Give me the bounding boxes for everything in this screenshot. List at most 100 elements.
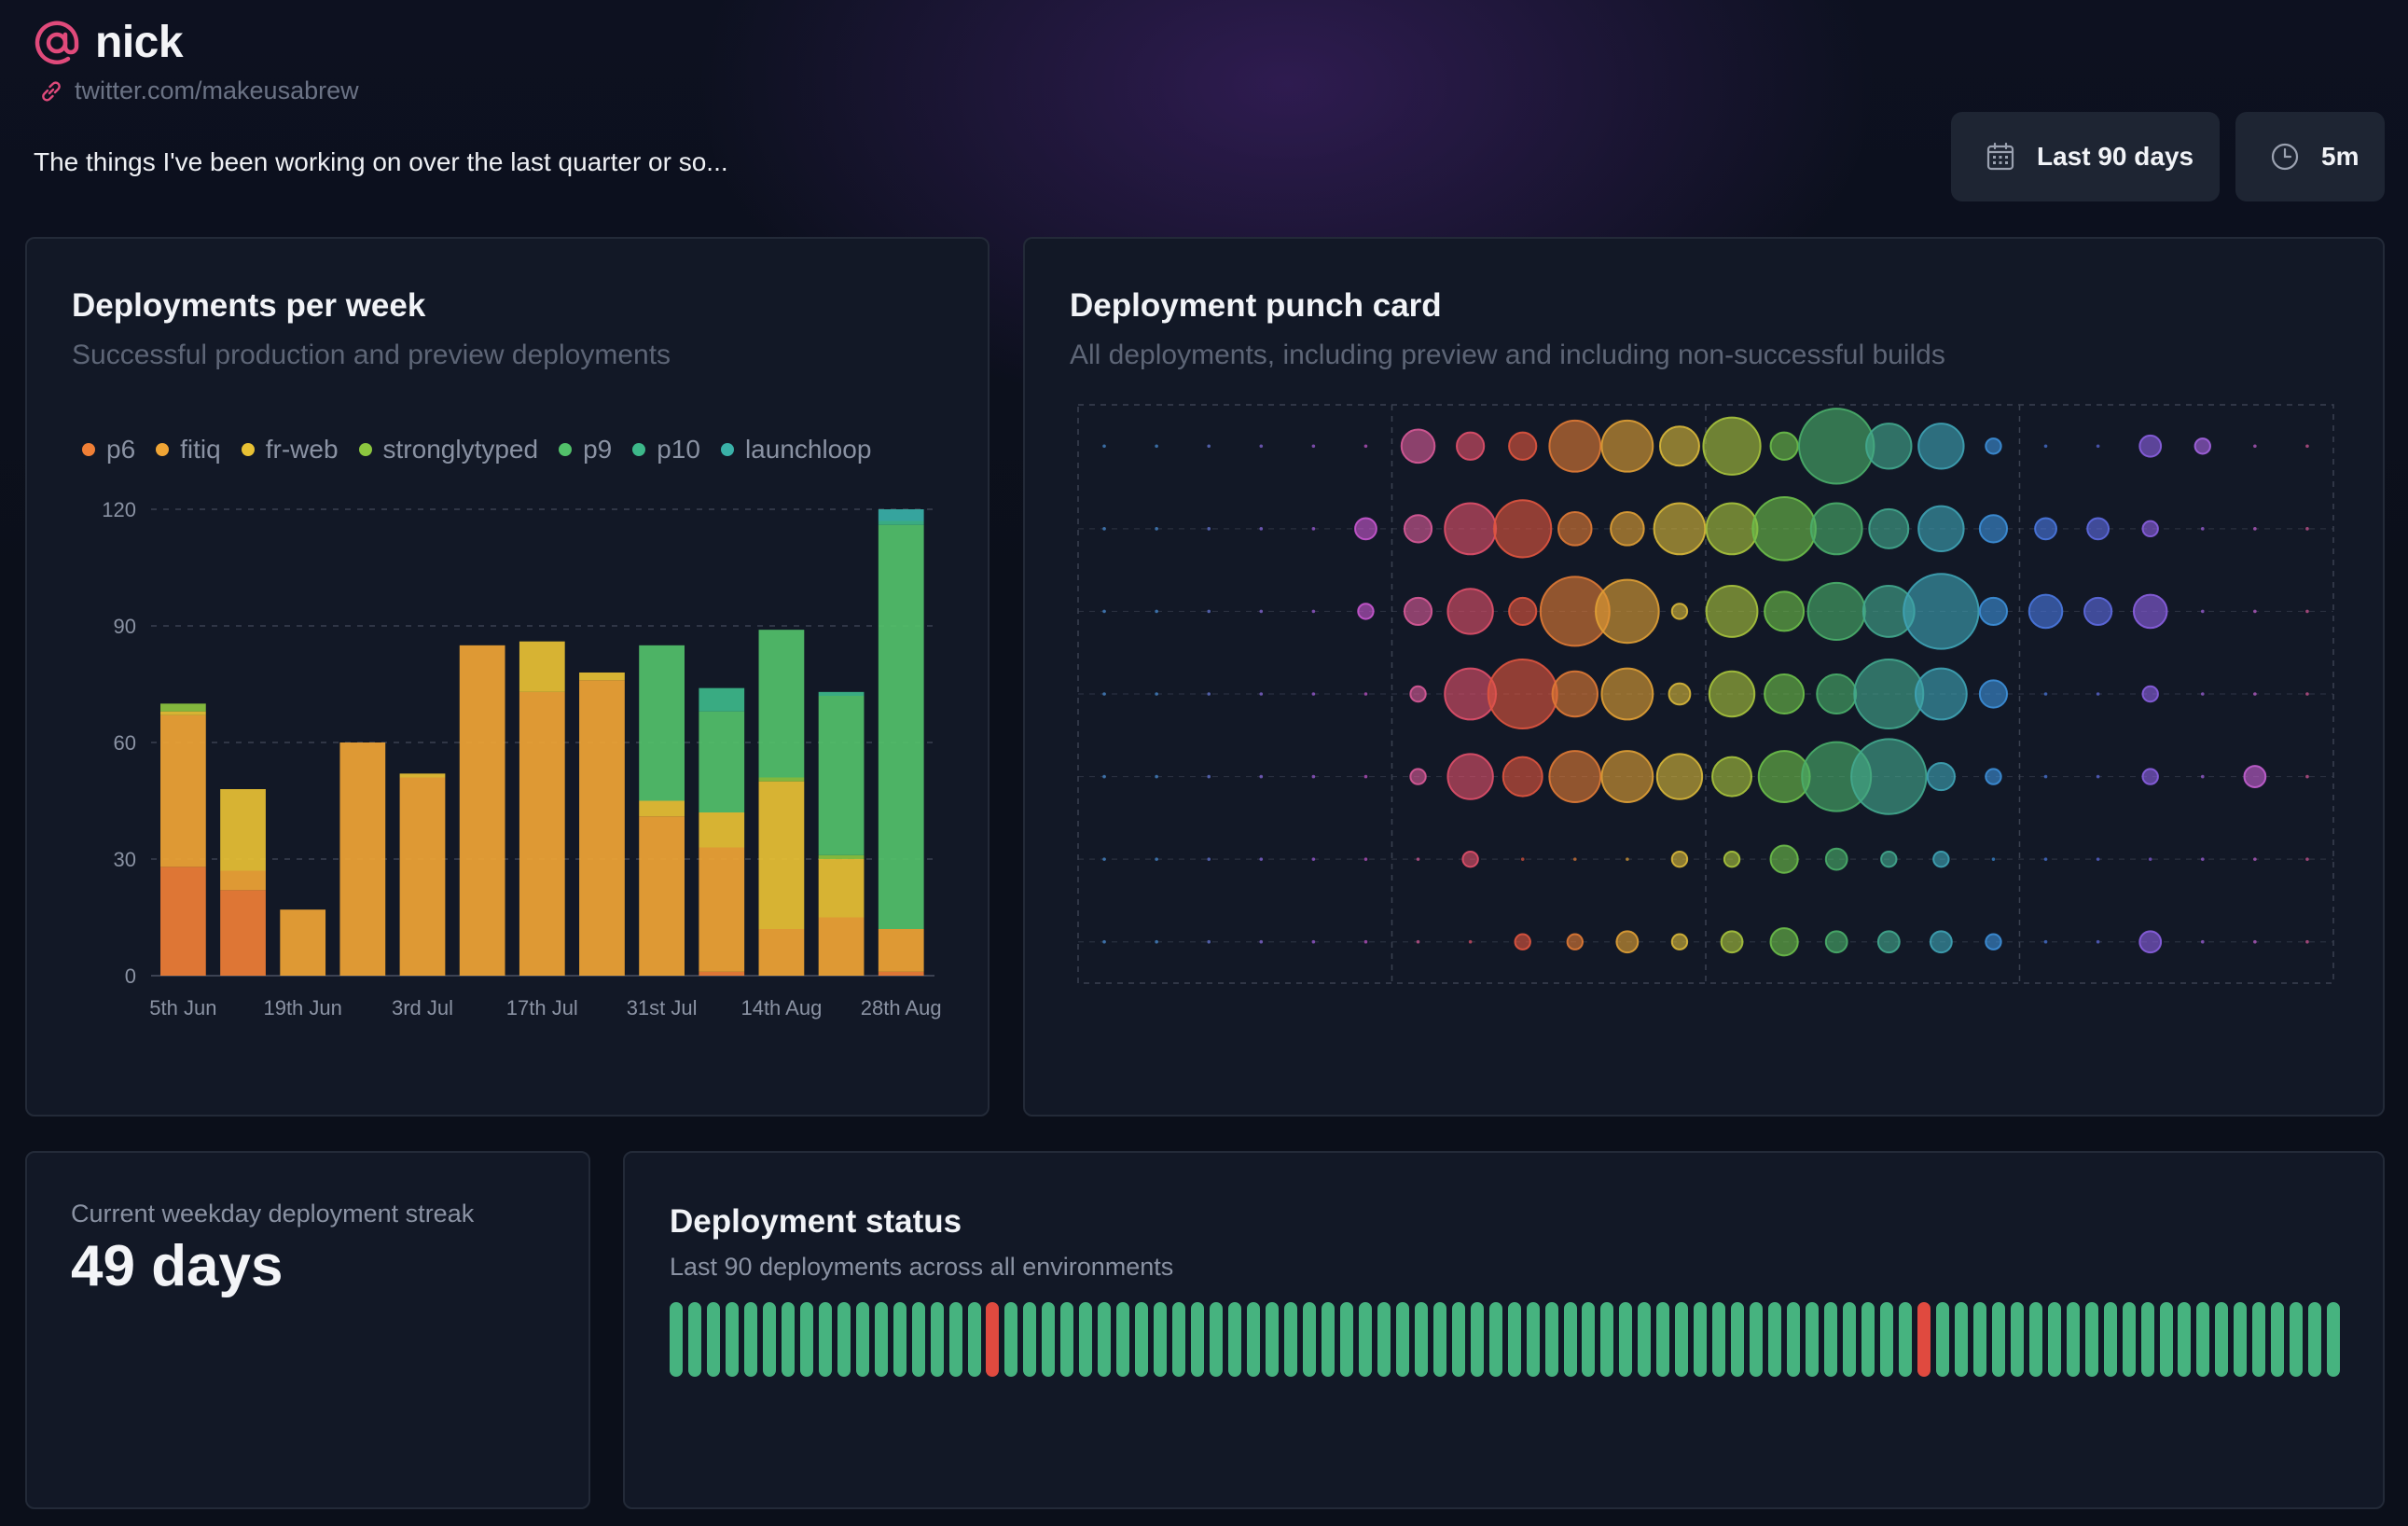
punch-card-dot[interactable] <box>1155 527 1158 531</box>
status-bar-success[interactable] <box>1526 1302 1540 1377</box>
status-bar-success[interactable] <box>1991 1302 2005 1377</box>
punch-card-dot[interactable] <box>2200 774 2205 779</box>
punch-card-dot[interactable] <box>1207 444 1211 449</box>
punch-card-dot[interactable] <box>1259 444 1264 449</box>
status-bar-success[interactable] <box>2122 1302 2136 1377</box>
bar-segment-p6[interactable] <box>160 867 206 976</box>
punch-card-dot[interactable] <box>1102 774 1106 779</box>
punch-card-dot[interactable] <box>1102 857 1106 861</box>
punch-card-dot[interactable] <box>1668 682 1692 706</box>
punch-card-dot[interactable] <box>2253 857 2257 861</box>
punch-card-dot[interactable] <box>1720 930 1744 954</box>
bar-segment-fr-web[interactable] <box>399 773 446 778</box>
legend-item-fitiq[interactable]: fitiq <box>156 435 221 465</box>
status-bar-success[interactable] <box>1210 1302 1224 1377</box>
refresh-interval-button[interactable]: 5m <box>2235 112 2385 201</box>
status-bar-success[interactable] <box>2047 1302 2061 1377</box>
punch-card-dot[interactable] <box>1259 939 1264 944</box>
status-bar-success[interactable] <box>2159 1302 2173 1377</box>
punch-card-dot[interactable] <box>1155 857 1158 861</box>
punch-card-dot[interactable] <box>2193 437 2211 455</box>
punch-card-dot[interactable] <box>1403 514 1433 544</box>
bar-segment-fitiq[interactable] <box>220 870 266 891</box>
punch-card-dot[interactable] <box>2253 609 2257 614</box>
punch-card-dot[interactable] <box>1363 444 1368 449</box>
status-bar-success[interactable] <box>1712 1302 1726 1377</box>
punch-card-dot[interactable] <box>1600 750 1654 803</box>
punch-card-dot[interactable] <box>1409 768 1427 785</box>
punch-card-dot[interactable] <box>1487 659 1558 729</box>
status-bar-success[interactable] <box>1395 1302 1409 1377</box>
punch-card-dot[interactable] <box>1769 431 1799 461</box>
punch-card-dot[interactable] <box>2200 692 2205 696</box>
punch-card-dot[interactable] <box>2096 857 2100 861</box>
punch-card-dot[interactable] <box>1416 857 1420 861</box>
status-bar-success[interactable] <box>1638 1302 1652 1377</box>
bar-segment-p6[interactable] <box>878 971 924 976</box>
bar-segment-stronglytyped[interactable] <box>758 777 805 782</box>
bar-segment-fr-web[interactable] <box>758 781 805 929</box>
punch-card-dot[interactable] <box>1932 850 1950 868</box>
punch-card-dot[interactable] <box>1615 930 1640 954</box>
punch-card-dot[interactable] <box>2200 857 2205 861</box>
status-bar-success[interactable] <box>1321 1302 1335 1377</box>
punch-card-dot[interactable] <box>2305 692 2309 696</box>
punch-card-dot[interactable] <box>2043 692 2048 696</box>
date-range-button[interactable]: Last 90 days <box>1951 112 2220 201</box>
punch-card-dot[interactable] <box>1868 507 1910 549</box>
status-bar-success[interactable] <box>1768 1302 1782 1377</box>
bar-segment-fr-web[interactable] <box>818 859 865 918</box>
punch-card-dot[interactable] <box>1600 667 1654 721</box>
status-bar-success[interactable] <box>1098 1302 1112 1377</box>
punch-card-dot[interactable] <box>1903 573 1980 650</box>
punch-card-dot[interactable] <box>2086 517 2110 541</box>
punch-card-dot[interactable] <box>2034 517 2057 541</box>
profile-link[interactable]: twitter.com/makeusabrew <box>37 76 359 105</box>
punch-card-dot[interactable] <box>2305 939 2309 944</box>
status-bar-success[interactable] <box>2308 1302 2322 1377</box>
punch-card-dot[interactable] <box>2200 609 2205 614</box>
punch-card-dot[interactable] <box>1400 428 1436 465</box>
status-bar-success[interactable] <box>855 1302 869 1377</box>
status-bar-success[interactable] <box>1750 1302 1764 1377</box>
status-bar-success[interactable] <box>893 1302 906 1377</box>
status-bar-success[interactable] <box>1154 1302 1168 1377</box>
legend-item-p10[interactable]: p10 <box>632 435 700 465</box>
bar-segment-launchloop[interactable] <box>878 509 924 521</box>
punch-card-dot[interactable] <box>1207 857 1211 861</box>
punch-card-dot[interactable] <box>1102 939 1106 944</box>
bar-segment-p10[interactable] <box>699 687 745 712</box>
punch-card-dot[interactable] <box>1446 588 1494 635</box>
bar-segment-stronglytyped[interactable] <box>818 854 865 859</box>
punch-card-dot[interactable] <box>1363 774 1368 779</box>
punch-card-dot[interactable] <box>1468 939 1473 944</box>
bar-segment-fitiq[interactable] <box>639 816 685 976</box>
punch-card-dot[interactable] <box>2083 596 2113 627</box>
bar-segment-fitiq[interactable] <box>399 777 446 977</box>
bar-segment-fitiq[interactable] <box>459 645 505 976</box>
punch-card-dot[interactable] <box>1155 774 1158 779</box>
status-bar-success[interactable] <box>1582 1302 1596 1377</box>
punch-card-dot[interactable] <box>1816 673 1858 714</box>
punch-card-dot[interactable] <box>1610 511 1645 547</box>
punch-card-dot[interactable] <box>2253 692 2257 696</box>
status-bar-success[interactable] <box>1787 1302 1801 1377</box>
punch-card-dot[interactable] <box>1155 692 1158 696</box>
punch-card-dot[interactable] <box>1708 670 1756 718</box>
punch-card-dot[interactable] <box>1764 590 1806 632</box>
status-bar-success[interactable] <box>1247 1302 1261 1377</box>
punch-card-dot[interactable] <box>2138 434 2163 458</box>
punch-card-dot[interactable] <box>1102 527 1106 531</box>
punch-card-dot[interactable] <box>2043 857 2048 861</box>
status-bar-success[interactable] <box>2196 1302 2210 1377</box>
status-bar-success[interactable] <box>1954 1302 1968 1377</box>
punch-card-dot[interactable] <box>2200 527 2205 531</box>
status-bar-success[interactable] <box>1544 1302 1558 1377</box>
punch-card-dot[interactable] <box>1929 930 1953 954</box>
status-bar-success[interactable] <box>1004 1302 1018 1377</box>
status-bar-success[interactable] <box>1228 1302 1242 1377</box>
status-bar-failure[interactable] <box>1917 1302 1931 1377</box>
status-bar-success[interactable] <box>1824 1302 1838 1377</box>
punch-card-dot[interactable] <box>1311 939 1316 944</box>
punch-card-dot[interactable] <box>1751 496 1817 562</box>
